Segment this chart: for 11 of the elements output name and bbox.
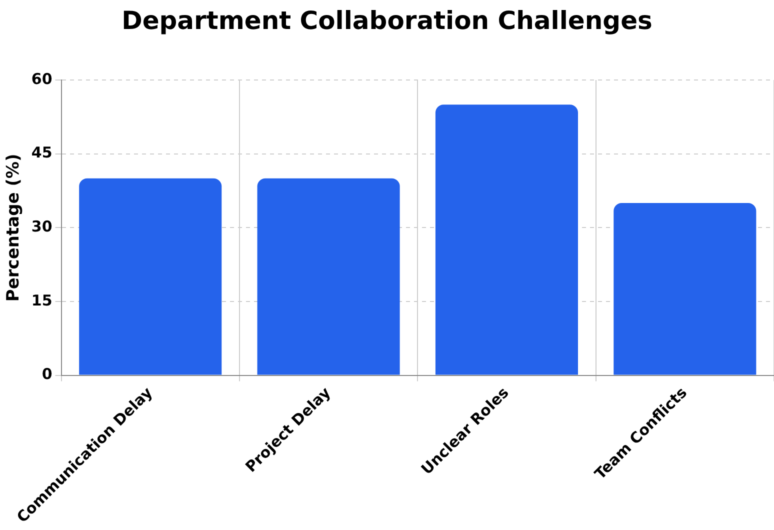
bar <box>435 104 578 375</box>
y-tick-label: 0 <box>42 365 52 384</box>
y-axis-title: Percentage (%) <box>4 154 24 302</box>
y-tick-label: 60 <box>31 70 52 88</box>
bar <box>614 203 756 375</box>
chart-title: Department Collaboration Challenges <box>120 6 654 35</box>
bar <box>257 178 400 375</box>
y-tick-label: 15 <box>31 291 52 310</box>
y-tick-label: 30 <box>31 218 52 236</box>
bar <box>79 178 222 375</box>
y-tick-label: 45 <box>31 144 52 162</box>
